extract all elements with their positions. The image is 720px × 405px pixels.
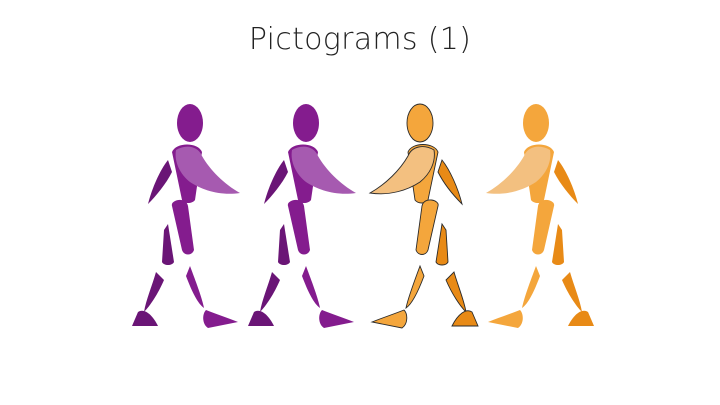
back-shin bbox=[445, 271, 467, 314]
head bbox=[406, 103, 434, 143]
back-shin bbox=[562, 272, 582, 312]
orange-figure-3 bbox=[368, 103, 479, 329]
back-foot bbox=[248, 310, 274, 326]
back-arm bbox=[554, 160, 578, 204]
purple-figure-2 bbox=[248, 104, 356, 328]
front-foot bbox=[370, 309, 408, 329]
front-foot bbox=[488, 310, 523, 328]
back-thigh bbox=[552, 224, 564, 265]
back-arm bbox=[264, 160, 288, 204]
purple-figure-1 bbox=[132, 104, 240, 328]
front-shin bbox=[302, 266, 320, 308]
back-foot bbox=[451, 310, 479, 327]
back-thigh bbox=[435, 222, 449, 266]
slide-title: Pictograms (1) bbox=[248, 22, 472, 57]
thigh bbox=[532, 199, 555, 255]
back-thigh bbox=[162, 224, 174, 265]
head bbox=[523, 104, 549, 142]
front-shin bbox=[405, 264, 425, 309]
thigh bbox=[287, 199, 310, 255]
back-shin bbox=[260, 272, 280, 312]
front-arm bbox=[486, 146, 551, 194]
head bbox=[293, 104, 319, 142]
back-arm bbox=[148, 160, 172, 204]
front-foot bbox=[319, 310, 354, 328]
front-arm bbox=[175, 146, 240, 194]
thigh bbox=[171, 199, 194, 255]
front-foot bbox=[203, 310, 238, 328]
thigh bbox=[415, 199, 439, 255]
back-foot bbox=[132, 310, 158, 326]
orange-figure-4 bbox=[486, 104, 594, 328]
back-shin bbox=[144, 272, 164, 312]
back-foot bbox=[568, 310, 594, 326]
front-arm bbox=[368, 146, 435, 195]
back-thigh bbox=[278, 224, 290, 265]
front-arm bbox=[291, 146, 356, 194]
front-shin bbox=[186, 266, 204, 308]
head bbox=[177, 104, 203, 142]
back-arm bbox=[437, 159, 463, 206]
front-shin bbox=[522, 266, 540, 308]
